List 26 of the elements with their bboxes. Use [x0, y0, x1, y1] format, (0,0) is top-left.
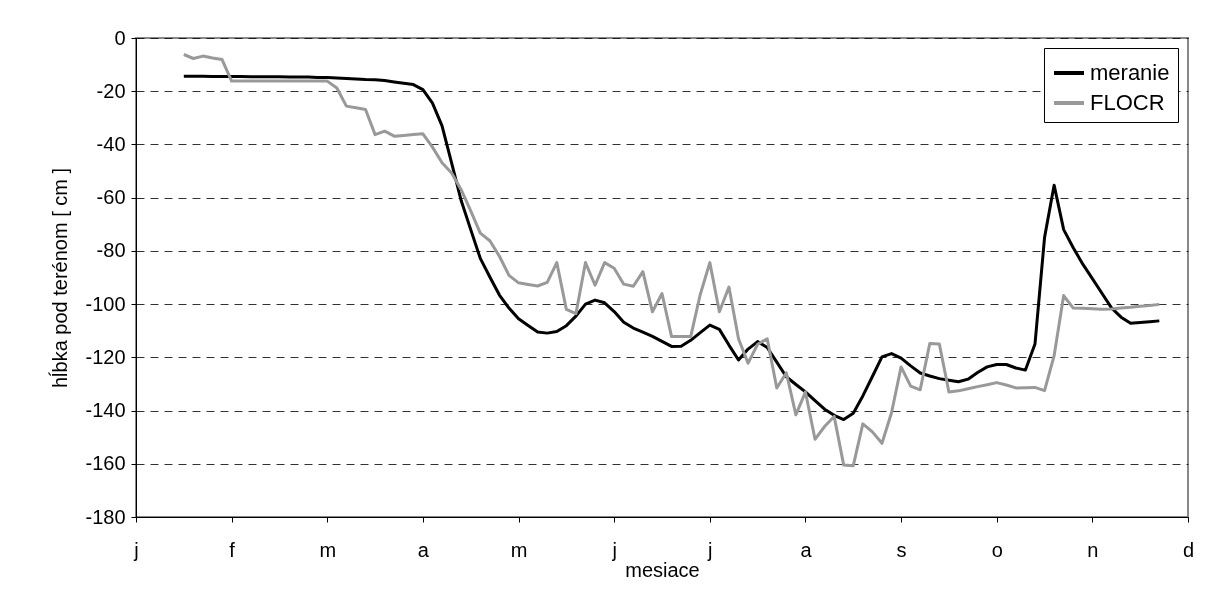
x-tick-label: d: [1182, 538, 1195, 561]
x-tick-label: j: [133, 538, 139, 561]
x-tick-label: a: [417, 538, 430, 561]
y-tick-label: -100: [85, 292, 126, 315]
y-tick-label: -20: [96, 79, 126, 102]
x-tick-label: o: [991, 538, 1003, 561]
x-tick-label: n: [1087, 538, 1099, 561]
y-tick-label: -80: [96, 239, 126, 262]
y-tick-label: 0: [114, 26, 126, 49]
legend-label: meranie: [1090, 60, 1170, 85]
x-tick-label: s: [896, 538, 907, 561]
y-axis-title: hĺbka pod terénom [ cm ]: [48, 167, 72, 389]
y-tick-label: -180: [85, 505, 126, 528]
x-axis-title: mesiace: [625, 558, 700, 581]
legend-label: FLOCR: [1090, 90, 1165, 115]
y-tick-label: -160: [85, 452, 126, 475]
y-tick-label: -60: [96, 186, 126, 209]
y-tick-label: -120: [85, 345, 126, 368]
x-tick-label: m: [319, 538, 337, 561]
x-tick-label: m: [510, 538, 528, 561]
x-tick-label: j: [707, 538, 713, 561]
x-tick-label: f: [229, 538, 236, 561]
x-tick-label: a: [800, 538, 813, 561]
y-tick-label: -140: [85, 399, 126, 422]
x-tick-label: j: [611, 538, 617, 561]
y-tick-label: -40: [96, 132, 126, 155]
